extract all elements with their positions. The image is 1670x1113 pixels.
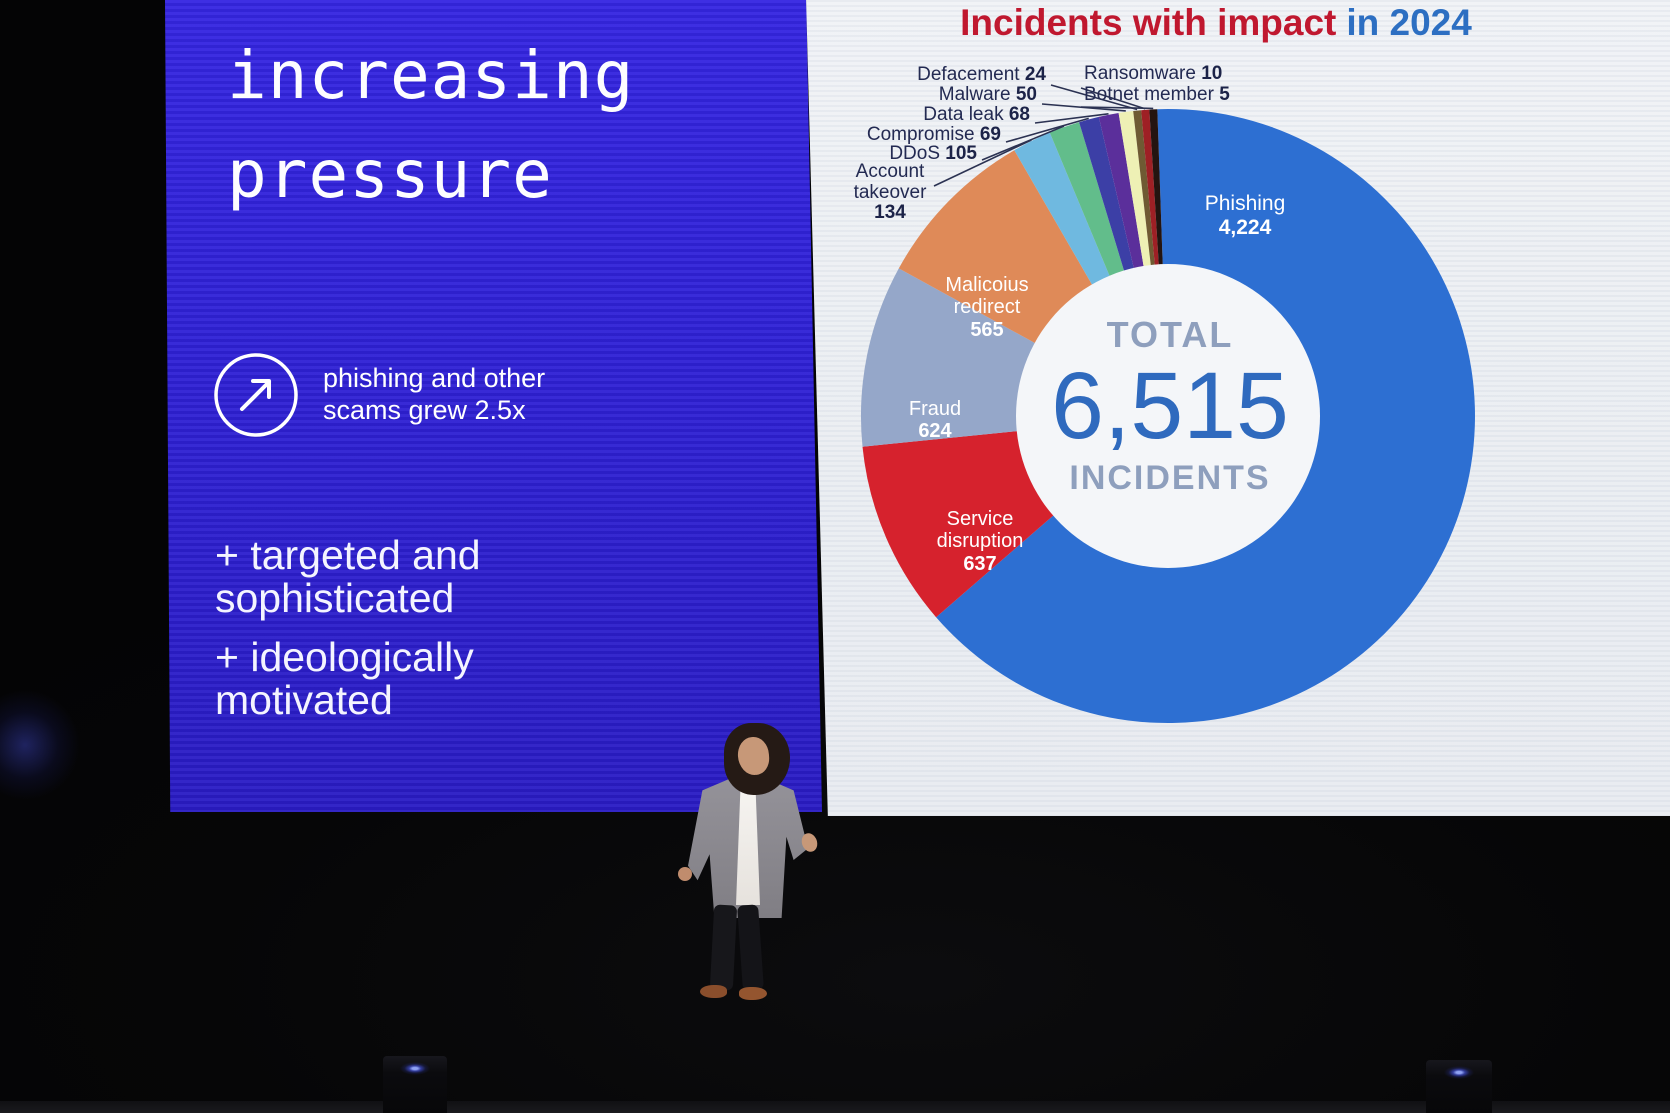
slice-label-phishing-value: 4,224: [1218, 215, 1272, 239]
label-defacement-value: 24: [1024, 64, 1046, 85]
growth-stat: phishing and other scams grew 2.5x: [211, 350, 631, 440]
total-value: 6,515: [1051, 353, 1289, 459]
label-ddos: DDoS 105: [889, 143, 977, 165]
pedestal-light-icon: [1444, 1066, 1474, 1079]
slice-label-phishing: Phishing 4,224: [1174, 192, 1316, 239]
stage-light-flare: [0, 690, 80, 800]
label-data-leak: Data leak 68: [923, 104, 1030, 126]
leader-line: [1034, 113, 1109, 124]
label-ransomware: Ransomware 10: [1084, 63, 1222, 85]
label-data-leak-value: 68: [1008, 104, 1030, 125]
slice-label-fraud: Fraud 624: [894, 398, 976, 443]
left-slide-screen: increasing pressure phishing and other s…: [165, 0, 822, 812]
label-compromise: Compromise 69: [867, 124, 1001, 146]
presenter-left-hand: [678, 867, 692, 881]
presenter: [650, 715, 830, 1015]
chart-slide-screen: Incidents with impact in 2024 Defacement …: [806, 0, 1670, 816]
presenter-right-shoe: [739, 987, 767, 1000]
stage-floor-edge: [0, 1101, 1670, 1113]
label-malware-name: Malware: [938, 84, 1011, 105]
presenter-left-leg: [709, 904, 738, 991]
chart-total: TOTAL 6,515 INCIDENTS: [1010, 314, 1330, 498]
incidents-label: INCIDENTS: [1069, 458, 1271, 497]
stage-monitor-right: [1426, 1060, 1492, 1113]
label-compromise-name: Compromise: [866, 124, 975, 145]
slice-label-fraud-value: 624: [918, 420, 952, 443]
label-account-takeover-value: 134: [874, 202, 906, 224]
label-account-takeover-name: Account takeover: [853, 161, 927, 203]
bullet-targeted: + targeted and sophisticated: [215, 532, 481, 622]
slice-label-malicious-redirect: Malicoius redirect 565: [934, 274, 1040, 341]
chart-title-red: Incidents with impact: [960, 2, 1337, 43]
total-label: TOTAL: [1106, 314, 1234, 355]
donut-chart: [860, 84, 1475, 724]
chart-title: Incidents with impact in 2024: [826, 2, 1606, 44]
bullet-ideological: + ideologically motivated: [215, 634, 474, 724]
label-botnet-member-name: Botnet member: [1084, 84, 1214, 105]
stage-monitor-left: [383, 1056, 447, 1113]
leader-line: [933, 139, 1032, 187]
label-ddos-name: DDoS: [889, 143, 941, 164]
slice-label-service-disruption-value: 637: [963, 552, 997, 575]
slice-label-malicious-redirect-name: Malicoius redirect: [945, 274, 1029, 319]
label-botnet-member: Botnet member 5: [1084, 84, 1230, 106]
leader-line: [981, 125, 1065, 161]
leader-line: [1080, 106, 1154, 110]
label-account-takeover: Account takeover 134: [844, 161, 936, 224]
leader-line: [1050, 84, 1138, 111]
slice-label-service-disruption-name: Service disruption: [936, 508, 1024, 553]
pedestal-light-icon: [400, 1062, 430, 1075]
leader-line: [1005, 117, 1089, 143]
label-compromise-value: 69: [979, 124, 1001, 145]
presenter-left-shoe: [700, 985, 727, 998]
slice-label-phishing-name: Phishing: [1204, 192, 1286, 215]
slice-label-service-disruption: Service disruption 637: [924, 508, 1036, 575]
label-botnet-member-value: 5: [1219, 84, 1230, 105]
label-malware-value: 50: [1015, 84, 1037, 105]
label-data-leak-name: Data leak: [923, 104, 1004, 125]
arrow-up-right-circle-icon: [214, 353, 298, 437]
leader-line: [1080, 87, 1146, 110]
label-ransomware-value: 10: [1201, 63, 1223, 84]
chart-title-blue: in 2024: [1346, 2, 1472, 43]
label-defacement: Defacement 24: [917, 64, 1046, 86]
chart-slide-content: Incidents with impact in 2024 Defacement …: [826, 0, 1670, 814]
label-ransomware-name: Ransomware: [1084, 63, 1196, 84]
slice-label-fraud-name: Fraud: [908, 398, 962, 420]
label-defacement-name: Defacement: [917, 64, 1020, 85]
donut-hole: [1016, 264, 1320, 568]
growth-stat-text: phishing and other scams grew 2.5x: [323, 363, 546, 425]
slide-title: increasing pressure: [227, 37, 635, 213]
slice-label-malicious-redirect-value: 565: [970, 318, 1004, 341]
label-ddos-value: 105: [945, 143, 977, 164]
label-malware: Malware 50: [939, 84, 1037, 106]
